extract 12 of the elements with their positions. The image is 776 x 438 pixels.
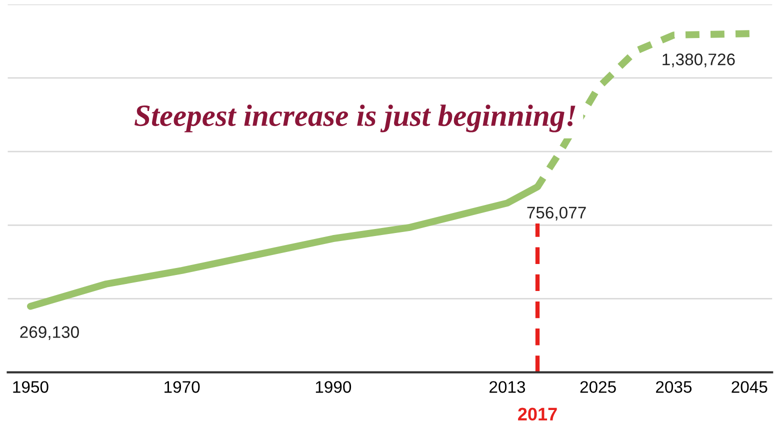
data-label: 756,077	[527, 206, 586, 221]
x-tick-label: 1950	[13, 381, 48, 393]
x-tick-label: 1970	[164, 381, 200, 393]
data-label: 1,380,726	[662, 54, 735, 68]
x-tick-label: 2013	[490, 381, 526, 393]
x-tick-label: 1990	[316, 381, 352, 393]
annotation: Steepest increase is just beginning!	[134, 104, 576, 132]
x-tick-label: 2035	[656, 381, 692, 393]
x-tick-label: 2025	[580, 381, 616, 393]
x-tick-label: 2045	[732, 381, 768, 393]
data-label: 269,130	[20, 326, 79, 340]
ref-line-label: 2017	[518, 408, 557, 421]
